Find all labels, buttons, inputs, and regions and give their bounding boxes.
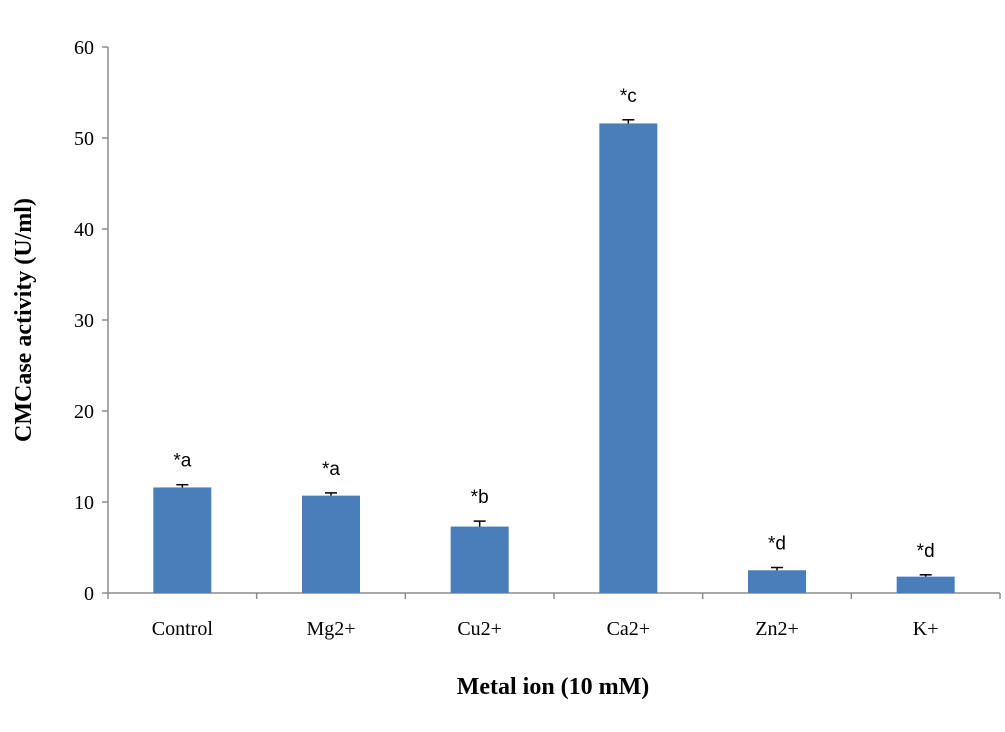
x-tick-label: Cu2+ [457,618,502,640]
y-tick-label: 50 [74,128,94,150]
y-tick-label: 60 [74,37,94,59]
y-axis-title: CMCase activity (U/ml) [11,198,37,442]
bar [153,487,212,593]
y-tick-label: 30 [74,310,94,332]
data-label: *c [620,86,637,107]
data-label: *a [173,451,191,472]
bar [896,576,955,593]
x-axis-title: Metal ion (10 mM) [457,674,650,700]
bars [153,123,955,593]
bar [748,570,806,593]
bar [599,123,658,593]
data-label: *a [322,459,340,480]
data-labels: *a *a *b *c *d *d [173,86,934,562]
y-tick-label: 20 [74,401,94,423]
x-tick-label: K+ [913,618,939,640]
y-tick-label: 40 [74,219,94,241]
x-tick-label: Zn2+ [755,618,799,640]
bar [450,526,509,593]
y-tick-label: 0 [84,583,94,605]
data-label: *d [768,534,786,555]
x-tick-label: Control [152,618,214,640]
bar [302,495,360,593]
x-tick-label: Ca2+ [607,618,651,640]
y-tick-label: 10 [74,492,94,514]
x-tick-label: Mg2+ [306,618,355,640]
x-axis: Control Mg2+ Cu2+ Ca2+ Zn2+ K+ [107,592,1001,640]
y-axis: 0 10 20 30 40 50 60 [74,37,109,605]
data-label: *b [471,487,489,508]
error-bars [176,119,932,577]
data-label: *d [917,541,935,562]
